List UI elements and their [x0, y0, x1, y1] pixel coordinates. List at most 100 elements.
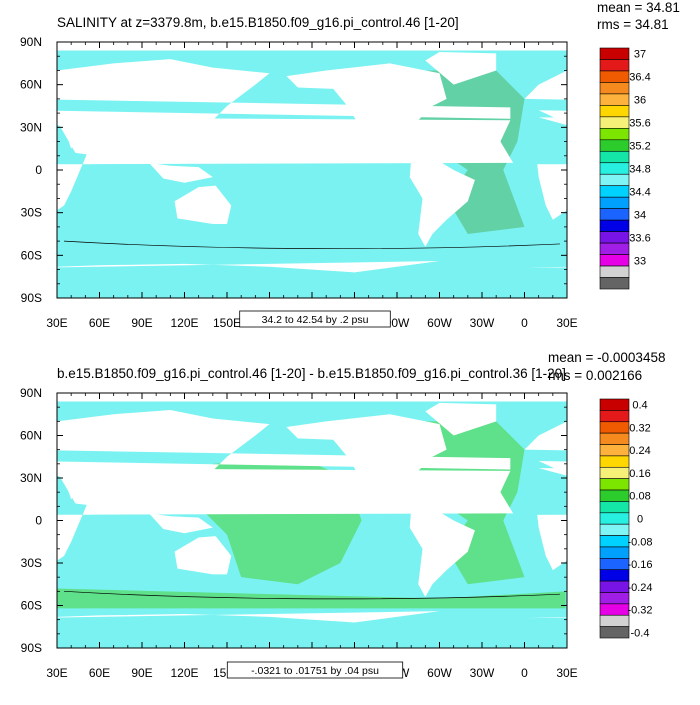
- colorbar: 0.40.320.240.160.080-0.08-0.16-0.24-0.32…: [600, 399, 653, 639]
- colorbar-swatch: [600, 627, 629, 638]
- x-tick-label: 30E: [556, 666, 577, 680]
- colorbar-label: -0.4: [631, 627, 650, 639]
- y-tick-label: 30N: [20, 120, 42, 134]
- x-tick-label: 30E: [46, 666, 67, 680]
- y-tick-label: 90N: [20, 386, 42, 400]
- colorbar-swatch: [600, 604, 629, 615]
- stat-label: mean = 34.81: [597, 0, 680, 15]
- panel-2: 30E60E90E120E150E180150W120W90W60W30W030…: [0, 350, 700, 680]
- salinity-field: [0, 42, 700, 298]
- colorbar-label: 35.6: [629, 118, 650, 130]
- colorbar-label: -0.08: [627, 536, 652, 548]
- x-tick-label: 150E: [213, 316, 241, 330]
- chart-title: SALINITY at z=3379.8m, b.e15.B1850.f09_g…: [57, 15, 459, 30]
- y-tick-label: 90S: [21, 291, 42, 305]
- colorbar-swatch: [600, 422, 629, 433]
- colorbar-label: 37: [634, 49, 646, 61]
- colorbar-swatch: [600, 399, 629, 410]
- land-australia: [685, 186, 700, 224]
- contour-info-label: 34.2 to 42.54 by .2 psu: [262, 314, 369, 326]
- colorbar-label: 36: [634, 95, 646, 107]
- y-tick-label: 30S: [21, 206, 42, 220]
- x-tick-label: 90E: [131, 316, 152, 330]
- colorbar-label: 34: [634, 209, 646, 221]
- x-tick-label: 30W: [470, 666, 495, 680]
- y-tick-label: 60N: [20, 429, 42, 443]
- colorbar-swatch: [600, 59, 629, 70]
- x-tick-label: 90E: [131, 666, 152, 680]
- colorbar-swatch: [600, 445, 629, 456]
- colorbar-label: 36.4: [629, 72, 650, 84]
- salinity-field: [0, 393, 700, 648]
- colorbar-label: 33: [634, 255, 646, 267]
- land-indonesia: [659, 163, 700, 183]
- panel-1: 30E60E90E120E150E180150W120W90W60W30W030…: [0, 0, 700, 330]
- x-tick-label: 0: [521, 666, 528, 680]
- colorbar-swatch: [600, 117, 629, 128]
- y-tick-label: 30S: [21, 556, 42, 570]
- land-australia: [685, 536, 700, 574]
- colorbar-swatch: [600, 524, 629, 535]
- colorbar-label: 0.24: [629, 445, 650, 457]
- colorbar-swatch: [600, 479, 629, 490]
- x-tick-label: 60W: [427, 316, 452, 330]
- colorbar-swatch: [600, 592, 629, 603]
- colorbar-label: 33.6: [629, 232, 650, 244]
- colorbar-swatch: [600, 410, 629, 421]
- colorbar-swatch: [600, 433, 629, 444]
- colorbar-swatch: [600, 71, 629, 82]
- y-tick-label: 60S: [21, 248, 42, 262]
- x-tick-label: 30E: [46, 316, 67, 330]
- land-africa: [0, 468, 3, 570]
- x-tick-label: 30W: [470, 316, 495, 330]
- colorbar-label: 34.4: [629, 186, 650, 198]
- colorbar-swatch: [600, 581, 629, 592]
- colorbar-label: 0.4: [632, 400, 647, 412]
- colorbar-swatch: [600, 82, 629, 93]
- colorbar-label: 0.32: [629, 422, 650, 434]
- colorbar-swatch: [600, 536, 629, 547]
- x-tick-label: 120E: [170, 316, 198, 330]
- stat-label: rms = 34.81: [597, 17, 669, 32]
- colorbar-swatch: [600, 151, 629, 162]
- colorbar-swatch: [600, 278, 629, 289]
- colorbar-swatch: [600, 547, 629, 558]
- y-tick-label: 90S: [21, 641, 42, 655]
- y-tick-label: 0: [35, 514, 42, 528]
- colorbar-label: -0.16: [627, 559, 652, 571]
- colorbar-swatch: [600, 174, 629, 185]
- y-tick-label: 60S: [21, 599, 42, 613]
- colorbar-swatch: [600, 255, 629, 266]
- colorbar-swatch: [600, 490, 629, 501]
- x-tick-label: 60W: [427, 666, 452, 680]
- colorbar-swatch: [600, 513, 629, 524]
- colorbar-label: 34.8: [629, 164, 650, 176]
- colorbar-swatch: [600, 456, 629, 467]
- colorbar-swatch: [600, 197, 629, 208]
- colorbar-label: -0.32: [627, 605, 652, 617]
- colorbar-swatch: [600, 232, 629, 243]
- colorbar-label: 0: [637, 514, 643, 526]
- colorbar-swatch: [600, 105, 629, 116]
- colorbar-swatch: [600, 128, 629, 139]
- colorbar-label: -0.24: [627, 582, 652, 594]
- colorbar-label: 0.16: [629, 468, 650, 480]
- colorbar-swatch: [600, 558, 629, 569]
- x-tick-label: 0: [521, 316, 528, 330]
- colorbar-swatch: [600, 501, 629, 512]
- stat-label: mean = -0.0003458: [548, 350, 665, 365]
- x-tick-label: 60E: [89, 666, 110, 680]
- colorbar-swatch: [600, 266, 629, 277]
- colorbar-swatch: [600, 140, 629, 151]
- y-tick-label: 60N: [20, 78, 42, 92]
- x-tick-label: 30E: [556, 316, 577, 330]
- colorbar-swatch: [600, 94, 629, 105]
- contour-info-label: -.0321 to .01751 by .04 psu: [251, 665, 379, 677]
- colorbar-swatch: [600, 209, 629, 220]
- y-tick-label: 30N: [20, 471, 42, 485]
- colorbar-swatch: [600, 570, 629, 581]
- land-africa: [0, 117, 3, 219]
